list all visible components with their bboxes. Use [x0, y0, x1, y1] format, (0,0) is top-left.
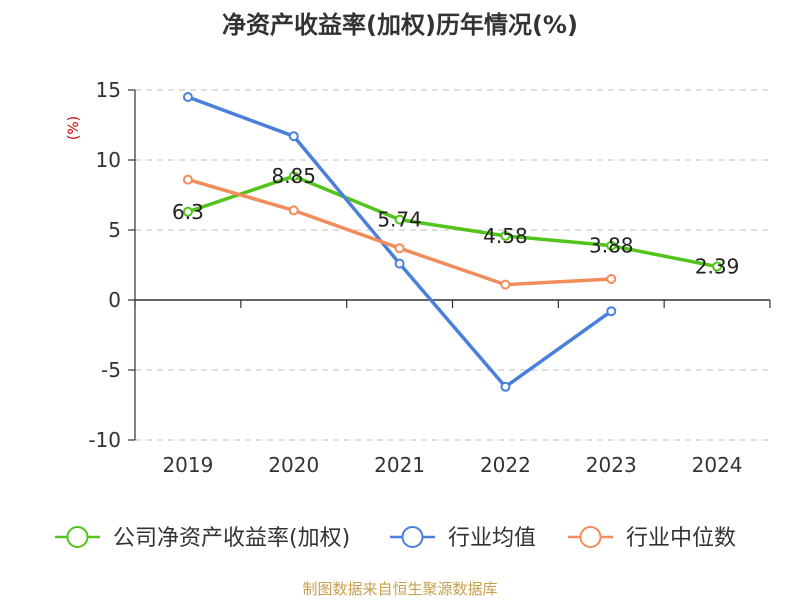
- data-label: 6.3: [172, 200, 204, 224]
- series-group: [182, 92, 723, 392]
- data-labels: 6.3 8.85 5.74 4.58 3.88 2.39: [172, 164, 739, 278]
- series-line-2: [186, 177, 613, 287]
- series-marker-2: [606, 274, 617, 284]
- series-marker-2: [182, 174, 193, 185]
- series-marker-1: [288, 131, 299, 142]
- legend: 公司净资产收益率(加权) 行业均值 行业中位数: [55, 526, 736, 551]
- legend-marker-2: [579, 526, 602, 548]
- series-marker-2: [500, 279, 511, 290]
- x-tick-label: 2022: [480, 453, 531, 477]
- x-tick-label: 2023: [586, 453, 637, 477]
- y-tick-label: 10: [96, 148, 121, 172]
- chart-title: 净资产收益率(加权)历年情况(%): [222, 11, 578, 39]
- series-marker-1: [394, 258, 405, 269]
- y-tick-label: -10: [88, 428, 121, 452]
- series-marker-1: [500, 381, 511, 392]
- series-marker-1: [606, 306, 617, 317]
- series-marker-2: [288, 205, 299, 216]
- x-tick-label: 2024: [692, 453, 743, 477]
- series-marker-0: [182, 206, 193, 217]
- series-line-0: [186, 174, 719, 269]
- legend-marker-1: [401, 526, 424, 548]
- series-marker-0: [712, 261, 723, 272]
- series-marker-1: [182, 92, 193, 102]
- legend-label-2: 行业中位数: [626, 526, 736, 551]
- series-marker-0: [288, 171, 299, 182]
- series-marker-2: [394, 243, 405, 254]
- axes: 15 10 5 0 -5 -10 2019 2020 2021 2022 2023 2024: [88, 78, 771, 477]
- series-marker-0: [606, 240, 617, 251]
- series-line-1: [186, 95, 613, 389]
- legend-marker-0: [66, 526, 89, 548]
- x-tick-label: 2021: [374, 453, 425, 477]
- y-tick-label: 5: [108, 218, 121, 242]
- y-tick-label: 0: [108, 288, 121, 312]
- data-label: 8.85: [271, 164, 316, 188]
- legend-label-1: 行业均值: [448, 526, 536, 551]
- series-marker-0: [394, 214, 405, 225]
- data-label: 3.88: [589, 234, 634, 258]
- source-note: 制图数据来自恒生聚源数据库: [302, 580, 497, 598]
- legend-label-0: 公司净资产收益率(加权): [113, 526, 350, 551]
- gridlines: [135, 89, 770, 441]
- data-label: 2.39: [695, 255, 740, 279]
- y-axis-label: (%): [66, 116, 82, 140]
- data-label: 5.74: [377, 208, 422, 232]
- x-tick-label: 2019: [162, 453, 213, 477]
- x-tick-label: 2020: [268, 453, 319, 477]
- y-tick-label: -5: [101, 358, 121, 382]
- data-label: 4.58: [483, 224, 528, 248]
- y-tick-label: 15: [96, 78, 121, 102]
- series-marker-0: [500, 230, 511, 241]
